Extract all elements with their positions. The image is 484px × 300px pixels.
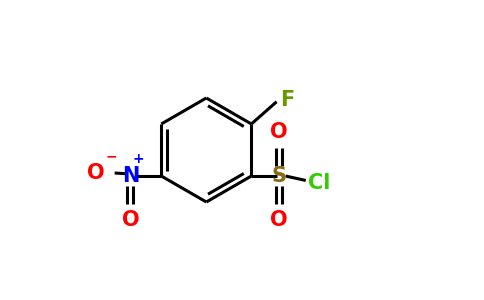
Text: +: + (133, 152, 145, 167)
Text: O: O (270, 122, 288, 142)
Text: O: O (87, 163, 105, 183)
Text: O: O (121, 210, 139, 230)
Text: F: F (280, 90, 294, 110)
Text: N: N (121, 166, 139, 186)
Text: S: S (272, 166, 287, 186)
Text: Cl: Cl (308, 172, 331, 193)
Text: O: O (270, 210, 288, 230)
Text: −: − (106, 149, 117, 164)
